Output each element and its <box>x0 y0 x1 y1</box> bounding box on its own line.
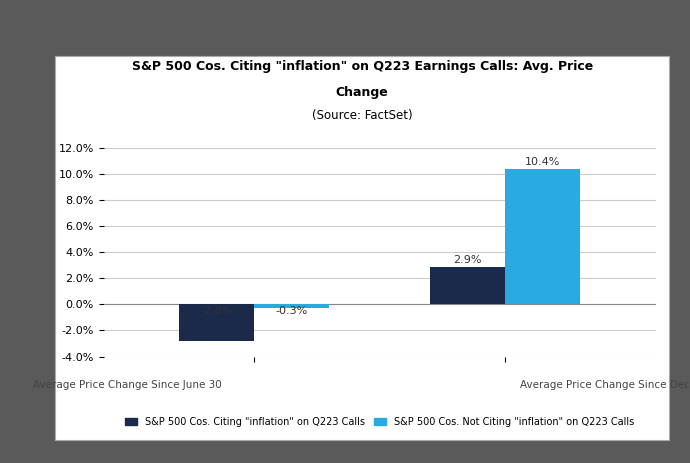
Text: 10.4%: 10.4% <box>525 157 560 167</box>
Text: Change: Change <box>336 86 388 99</box>
Text: S&P 500 Cos. Citing "inflation" on Q223 Earnings Calls: Avg. Price: S&P 500 Cos. Citing "inflation" on Q223 … <box>132 60 593 73</box>
Text: 2.9%: 2.9% <box>453 255 482 265</box>
Bar <box>179 305 254 341</box>
Text: -0.3%: -0.3% <box>275 306 308 316</box>
Legend: S&P 500 Cos. Citing "inflation" on Q223 Calls, S&P 500 Cos. Not Citing "inflatio: S&P 500 Cos. Citing "inflation" on Q223 … <box>121 413 638 431</box>
Bar <box>430 267 505 305</box>
Bar <box>505 169 580 305</box>
Text: -2.8%: -2.8% <box>200 306 233 316</box>
Bar <box>254 305 329 308</box>
Text: Average Price Change Since Dec 31: Average Price Change Since Dec 31 <box>520 380 690 390</box>
Text: (Source: FactSet): (Source: FactSet) <box>312 109 413 122</box>
Text: Average Price Change Since June 30: Average Price Change Since June 30 <box>33 380 222 390</box>
